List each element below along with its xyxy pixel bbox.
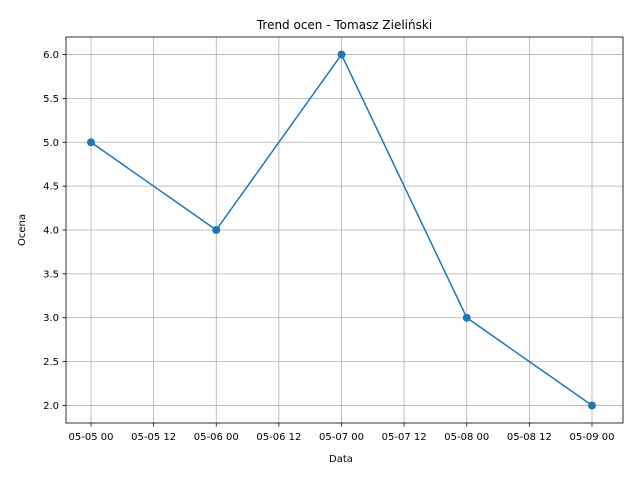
data-point <box>212 226 221 234</box>
x-tick-label: 05-09 00 <box>570 432 615 443</box>
x-tick-label: 05-05 12 <box>131 432 176 443</box>
x-tick-label: 05-05 00 <box>69 432 114 443</box>
x-tick-label: 05-06 12 <box>256 432 301 443</box>
y-tick-label: 5.5 <box>43 94 59 105</box>
x-tick-label: 05-08 12 <box>507 432 552 443</box>
data-point <box>588 401 596 410</box>
series-layer <box>87 50 596 410</box>
data-point <box>87 138 95 147</box>
x-axis-ticks: 05-05 00 05-05 12 05-06 00 05-06 12 05-07 00… <box>69 423 615 443</box>
y-tick-label: 2.0 <box>43 401 59 412</box>
x-axis-label: Data <box>329 454 353 465</box>
y-axis-ticks: 2.0 2.5 3.0 3.5 4.0 4.5 5.0 5.5 6.0 <box>43 50 66 412</box>
y-tick-label: 4.5 <box>43 182 59 193</box>
x-tick-label: 05-08 00 <box>444 432 489 443</box>
data-point <box>337 50 346 59</box>
data-point <box>462 313 471 322</box>
y-tick-label: 6.0 <box>43 50 59 61</box>
y-tick-label: 4.0 <box>43 226 59 237</box>
chart-title: Trend ocen - Tomasz Zieliński <box>256 18 432 32</box>
y-tick-label: 2.5 <box>43 357 59 368</box>
x-tick-label: 05-06 00 <box>194 432 239 443</box>
y-tick-label: 5.0 <box>43 138 59 149</box>
y-axis-label: Ocena <box>17 214 28 246</box>
y-tick-label: 3.5 <box>43 269 59 280</box>
x-tick-label: 05-07 12 <box>382 432 427 443</box>
y-tick-label: 3.0 <box>43 313 59 324</box>
x-tick-label: 05-07 00 <box>319 432 364 443</box>
